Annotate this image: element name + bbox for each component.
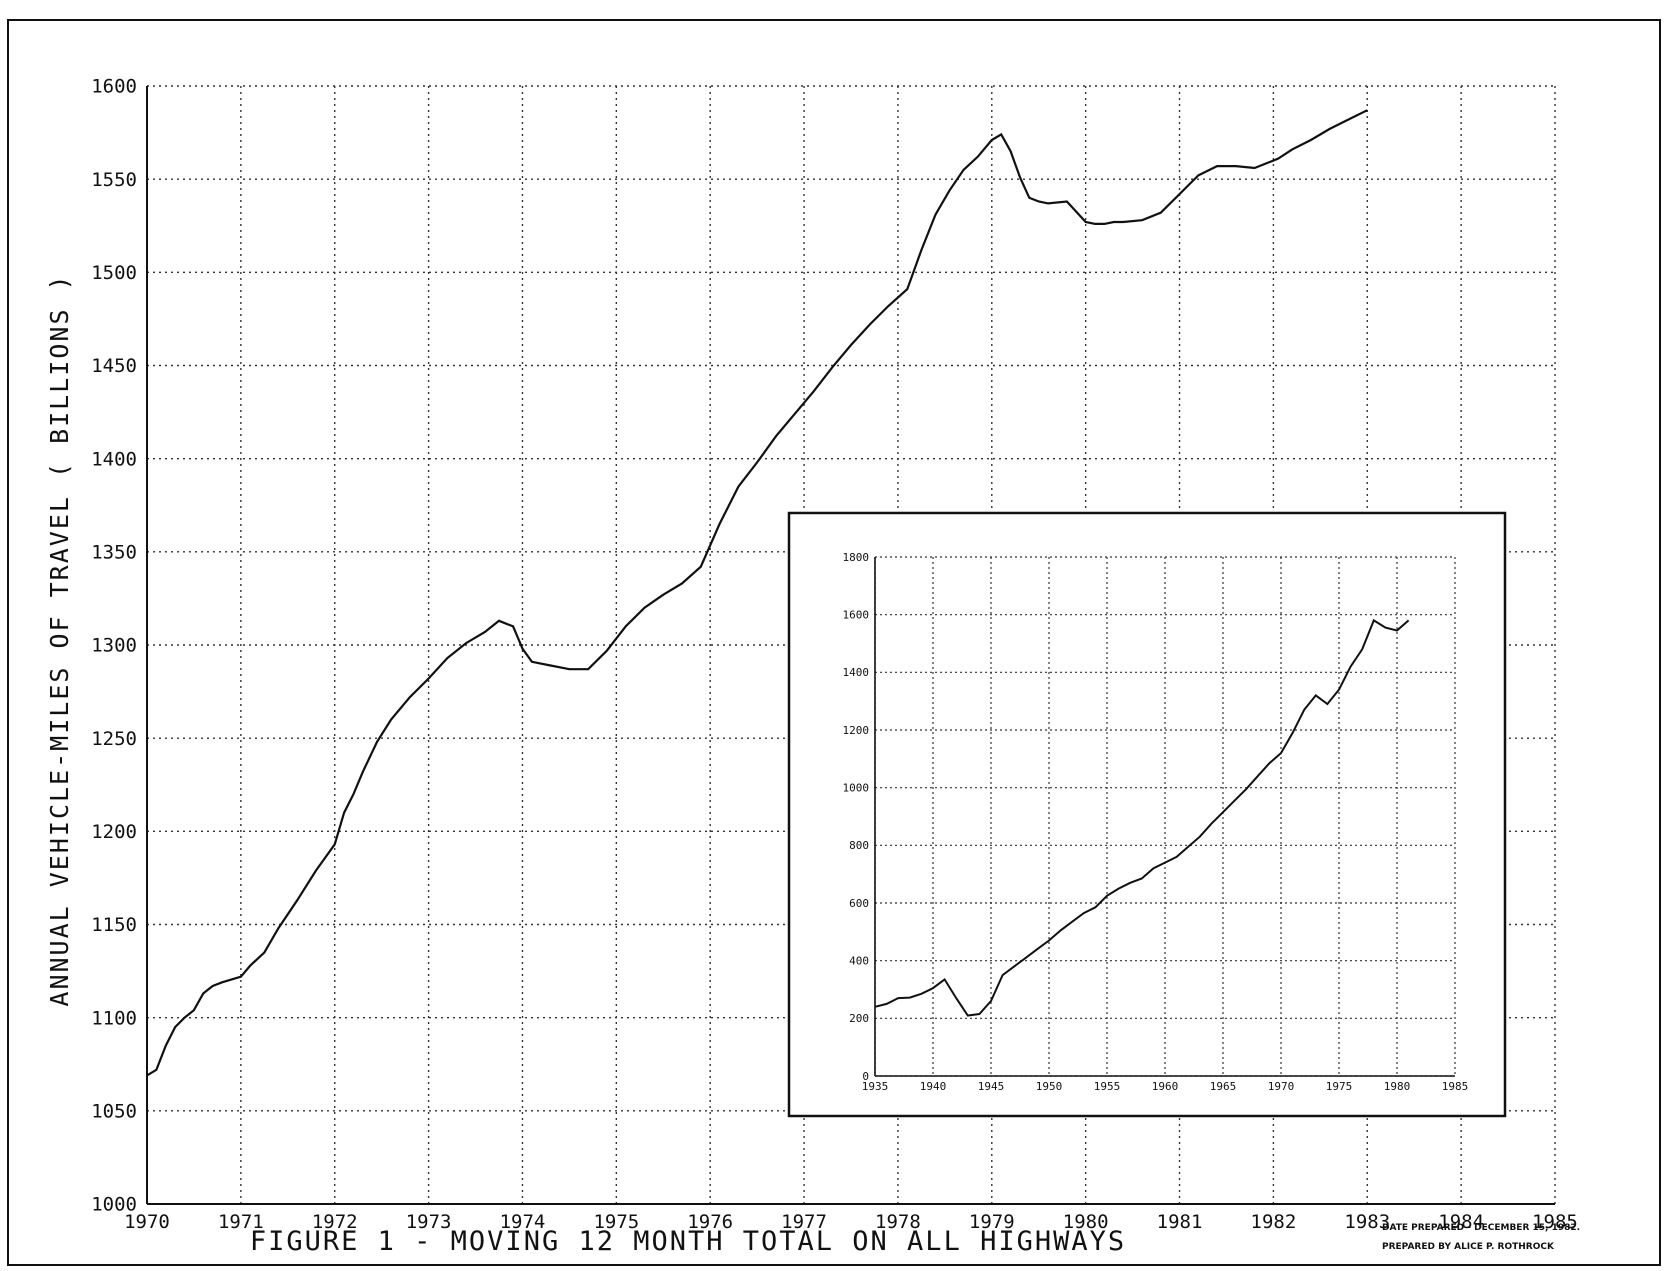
x-tick-label: 1977 xyxy=(781,1211,827,1233)
main-series-line xyxy=(146,109,1368,1077)
y-tick-label: 200 xyxy=(849,1012,869,1025)
x-tick-label: 1971 xyxy=(218,1211,264,1233)
prepared-by-note: PREPARED BY ALICE P. ROTHROCK xyxy=(1382,1242,1555,1252)
inset-chart: 1935 1940 1945 1950 1955 1960 1965 1970 1975 1980… xyxy=(843,551,1469,1093)
y-tick-label: 1200 xyxy=(91,821,137,843)
y-tick-label: 400 xyxy=(849,955,869,968)
y-tick-label: 800 xyxy=(849,839,869,852)
y-tick-label: 1600 xyxy=(843,609,870,622)
x-tick-label: 1960 xyxy=(1152,1080,1179,1093)
y-tick-label: 1550 xyxy=(91,169,137,191)
x-tick-label: 1975 xyxy=(593,1211,639,1233)
x-tick-label: 1985 xyxy=(1442,1080,1469,1093)
y-tick-label: 1450 xyxy=(91,355,137,377)
y-tick-label: 600 xyxy=(849,897,869,910)
x-tick-label: 1983 xyxy=(1344,1211,1390,1233)
x-tick-label: 1972 xyxy=(312,1211,358,1233)
inset-series-line xyxy=(874,618,1410,1017)
y-tick-label: 1400 xyxy=(91,448,137,470)
x-tick-label: 1950 xyxy=(1036,1080,1063,1093)
x-tick-label: 1982 xyxy=(1251,1211,1297,1233)
x-tick-label: 1979 xyxy=(969,1211,1015,1233)
y-tick-label: 1050 xyxy=(91,1100,137,1122)
x-tick-label: 1955 xyxy=(1094,1080,1121,1093)
x-tick-label: 1981 xyxy=(1157,1211,1203,1233)
y-tick-label: 0 xyxy=(862,1070,869,1083)
inset-frame xyxy=(787,511,1507,1118)
y-axis-label: ANNUAL VEHICLE-MILES OF TRAVEL ( BILLION… xyxy=(45,273,74,1006)
x-tick-label: 1974 xyxy=(500,1211,546,1233)
x-tick-label: 1976 xyxy=(687,1211,733,1233)
figure-caption: FIGURE 1 - MOVING 12 MONTH TOTAL ON ALL … xyxy=(250,1226,1126,1257)
y-tick-label: 1300 xyxy=(91,635,137,657)
x-tick-label: 1940 xyxy=(920,1080,947,1093)
y-tick-label: 1200 xyxy=(843,724,870,737)
x-tick-label: 1970 xyxy=(1268,1080,1295,1093)
x-tick-label: 1965 xyxy=(1210,1080,1237,1093)
x-tick-label: 1978 xyxy=(875,1211,921,1233)
x-tick-label: 1985 xyxy=(1532,1211,1578,1233)
date-prepared-note: DATE PREPARED - DECEMBER 15, 1982. xyxy=(1382,1223,1580,1233)
inset-ticks: 1935 1940 1945 1950 1955 1960 1965 1970 1975 1980… xyxy=(843,551,1469,1093)
y-tick-label: 1000 xyxy=(91,1194,137,1216)
x-tick-label: 1935 xyxy=(862,1080,889,1093)
x-tick-label: 1980 xyxy=(1384,1080,1411,1093)
y-tick-label: 1150 xyxy=(91,914,137,936)
x-tick-label: 1945 xyxy=(978,1080,1005,1093)
y-tick-label: 1500 xyxy=(91,262,137,284)
y-tick-label: 1400 xyxy=(843,666,870,679)
y-tick-label: 1600 xyxy=(91,76,137,98)
x-tick-label: 1980 xyxy=(1063,1211,1109,1233)
x-tick-label: 1970 xyxy=(124,1211,170,1233)
y-tick-label: 1350 xyxy=(91,541,137,563)
x-tick-label: 1984 xyxy=(1438,1211,1484,1233)
page-border xyxy=(7,19,1661,1266)
main-ticks: 1970 1971 1972 1973 1974 1975 1976 1977 1978 1979… xyxy=(91,76,1578,1233)
y-tick-label: 1000 xyxy=(843,782,870,795)
x-tick-label: 1975 xyxy=(1326,1080,1353,1093)
y-tick-label: 1250 xyxy=(91,728,137,750)
y-tick-label: 1100 xyxy=(91,1007,137,1029)
x-tick-label: 1973 xyxy=(406,1211,452,1233)
inset-grid xyxy=(874,556,1456,1077)
y-tick-label: 1800 xyxy=(843,551,870,564)
